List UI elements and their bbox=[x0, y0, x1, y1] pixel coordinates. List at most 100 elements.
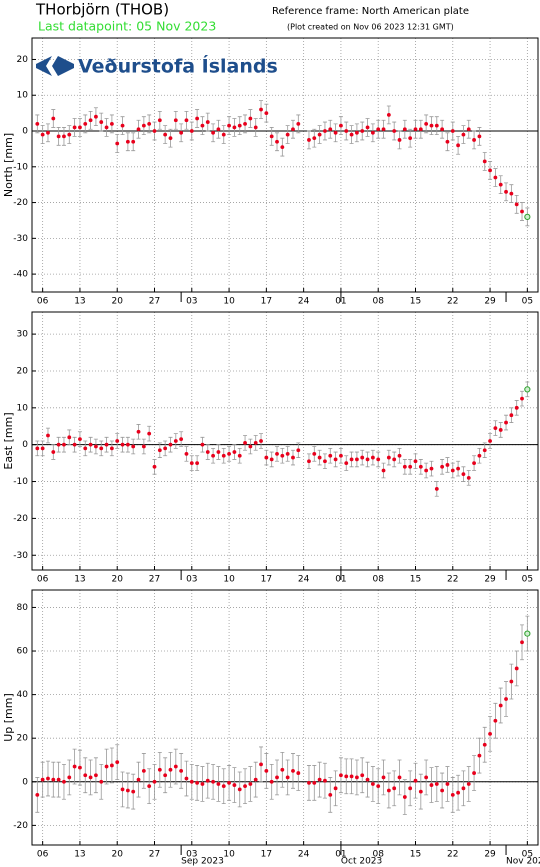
data-point bbox=[498, 422, 503, 438]
data-point bbox=[211, 123, 216, 143]
data-point bbox=[344, 758, 349, 795]
data-point bbox=[221, 125, 226, 144]
data-point bbox=[370, 123, 375, 143]
marker bbox=[376, 784, 381, 789]
marker bbox=[232, 783, 237, 787]
marker bbox=[434, 487, 439, 491]
marker bbox=[141, 768, 146, 773]
marker bbox=[269, 457, 274, 462]
data-point bbox=[35, 440, 40, 457]
data-point bbox=[131, 438, 136, 455]
data-point bbox=[67, 429, 72, 446]
data-point bbox=[376, 451, 381, 468]
marker bbox=[189, 461, 194, 466]
y-tick-label: 30 bbox=[17, 330, 29, 340]
data-point bbox=[482, 726, 487, 763]
data-point bbox=[386, 105, 391, 125]
y-tick-label: -20 bbox=[13, 198, 28, 208]
data-point bbox=[104, 118, 109, 137]
x-tick-label: 22 bbox=[447, 297, 458, 307]
y-tick-label: -30 bbox=[13, 234, 28, 244]
data-point bbox=[115, 433, 120, 449]
data-point bbox=[163, 125, 168, 144]
x-tick-label: 05 bbox=[522, 850, 533, 860]
marker bbox=[157, 448, 162, 453]
marker bbox=[46, 776, 50, 781]
data-point bbox=[328, 119, 333, 139]
data-point bbox=[413, 762, 418, 799]
marker bbox=[216, 450, 221, 454]
marker bbox=[51, 777, 56, 782]
data-point bbox=[67, 759, 72, 796]
data-point bbox=[504, 681, 509, 717]
data-point bbox=[269, 127, 274, 146]
x-tick-label: 08 bbox=[372, 850, 384, 860]
marker bbox=[269, 134, 274, 139]
data-point bbox=[51, 444, 56, 460]
marker bbox=[386, 455, 391, 460]
data-point bbox=[77, 118, 82, 137]
data-point bbox=[322, 762, 327, 799]
marker bbox=[450, 468, 455, 473]
data-point bbox=[504, 182, 509, 202]
data-point bbox=[338, 757, 343, 794]
marker bbox=[227, 123, 231, 128]
x-tick-label: 20 bbox=[111, 850, 123, 860]
marker bbox=[83, 446, 88, 451]
marker bbox=[456, 466, 461, 471]
marker bbox=[450, 129, 455, 133]
marker bbox=[109, 446, 114, 451]
data-point bbox=[152, 763, 157, 800]
marker bbox=[307, 780, 311, 785]
data-point bbox=[173, 748, 178, 785]
data-point bbox=[322, 453, 327, 470]
data-point bbox=[338, 116, 343, 135]
data-point bbox=[445, 132, 450, 152]
marker bbox=[285, 452, 290, 456]
marker bbox=[370, 455, 375, 460]
marker bbox=[248, 116, 253, 121]
data-point bbox=[461, 770, 466, 807]
data-point bbox=[120, 116, 125, 135]
marker bbox=[248, 444, 253, 449]
data-point bbox=[402, 459, 407, 475]
data-point bbox=[466, 470, 471, 486]
data-point bbox=[269, 451, 274, 468]
data-point bbox=[413, 453, 418, 470]
data-point bbox=[461, 125, 466, 144]
marker bbox=[78, 437, 82, 442]
data-point bbox=[317, 125, 322, 144]
y-tick-label: 60 bbox=[17, 647, 29, 657]
marker bbox=[488, 731, 492, 736]
data-point bbox=[354, 123, 359, 143]
marker bbox=[285, 775, 290, 780]
data-point bbox=[104, 748, 109, 785]
marker bbox=[392, 786, 397, 791]
marker bbox=[397, 138, 402, 142]
data-point bbox=[157, 110, 162, 130]
marker bbox=[339, 453, 343, 458]
x-tick-label: 24 bbox=[298, 575, 310, 585]
data-point bbox=[221, 768, 226, 804]
marker bbox=[83, 121, 88, 126]
marker bbox=[461, 132, 466, 137]
marker bbox=[120, 442, 125, 447]
data-point bbox=[120, 436, 125, 453]
data-point bbox=[344, 455, 349, 471]
data-point bbox=[147, 425, 152, 442]
data-point bbox=[296, 755, 301, 791]
x-tick-label: 24 bbox=[298, 850, 310, 860]
marker bbox=[227, 452, 231, 456]
marker bbox=[141, 444, 146, 449]
marker bbox=[509, 679, 514, 684]
data-point bbox=[184, 446, 189, 462]
marker bbox=[392, 129, 397, 133]
data-point bbox=[141, 116, 146, 135]
y-axis-label: Up [mm] bbox=[2, 693, 15, 742]
data-point bbox=[93, 107, 98, 127]
data-point bbox=[248, 766, 253, 802]
x-tick-label: 03 bbox=[186, 297, 197, 307]
marker bbox=[195, 461, 200, 466]
marker bbox=[211, 779, 215, 784]
data-point bbox=[365, 451, 370, 468]
